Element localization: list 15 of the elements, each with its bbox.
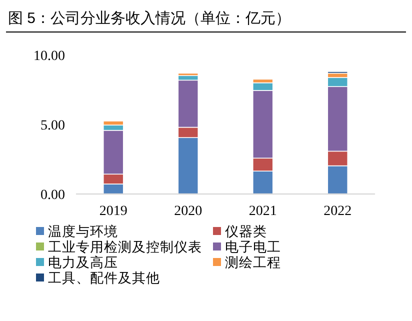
legend-label: 电力及高压 <box>48 255 118 270</box>
y-tick-label: 0.00 <box>40 188 65 203</box>
legend-label: 测绘工程 <box>225 255 281 270</box>
y-tick-label: 10.00 <box>34 49 65 64</box>
legend-label: 电子电工 <box>225 240 281 254</box>
legend-label: 工具、配件及其他 <box>48 270 160 286</box>
legend-label: 仪器类 <box>225 224 267 239</box>
x-tick-label: 2021 <box>248 204 277 219</box>
legend-label: 温度与环境 <box>48 224 118 239</box>
x-tick-label: 2019 <box>99 204 128 219</box>
y-tick-label: 5.00 <box>40 118 65 134</box>
x-tick-label: 2020 <box>174 204 202 219</box>
legend-label: 工业专用检测及控制仪表 <box>48 240 202 254</box>
chart-title: 图 5：公司分业务收入情况（单位：亿元） <box>8 10 291 27</box>
x-tick-label: 2022 <box>324 204 352 219</box>
